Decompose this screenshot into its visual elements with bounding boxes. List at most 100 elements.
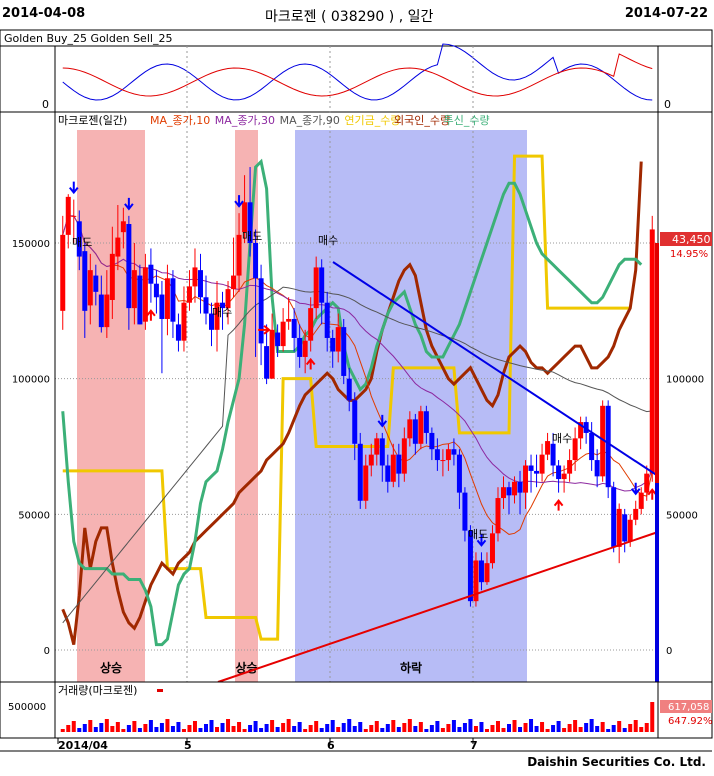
volume-bar: [402, 723, 407, 732]
signal-note: 매도: [468, 528, 488, 541]
volume-bar: [286, 719, 291, 732]
ma30-line: [62, 215, 653, 492]
volume-bar: [644, 723, 649, 732]
volume-bar: [391, 720, 396, 732]
candle-up: [231, 275, 237, 290]
zone-label-0: 상승: [100, 660, 122, 675]
sell-arrow: [234, 195, 244, 208]
candle-up: [523, 465, 529, 493]
candle-up: [539, 454, 545, 474]
candle-up: [286, 318, 292, 322]
candle-down: [346, 378, 352, 401]
candle-up: [214, 302, 220, 330]
candle-down: [434, 449, 440, 461]
volume-bar: [170, 726, 175, 732]
volume-bar: [314, 721, 319, 732]
volume-bar: [104, 719, 109, 732]
sell-arrow: [377, 414, 388, 428]
trust-line: [61, 158, 643, 647]
y-label-left: 0: [44, 646, 50, 657]
candle-up: [418, 411, 424, 444]
candle-down: [209, 313, 215, 330]
candle-up: [489, 533, 495, 564]
candle-up: [115, 237, 121, 257]
volume-bar: [137, 728, 142, 732]
volume-bar: [374, 721, 379, 732]
candle-up: [131, 270, 137, 309]
candle-down: [478, 560, 484, 583]
volume-bar: [484, 729, 489, 732]
candle-up: [71, 215, 77, 217]
candle-down: [330, 337, 336, 352]
volume-bar: [319, 728, 324, 732]
candle-down: [385, 465, 391, 482]
volume-bar: [110, 726, 115, 732]
legend-item: 외국인_수량: [394, 114, 450, 127]
candle-down: [291, 318, 297, 338]
legend-item: MA_종가,90: [280, 114, 340, 127]
volume-bar: [209, 720, 214, 732]
volume-bar: [622, 728, 627, 732]
volume-bar: [385, 724, 390, 732]
golden-zero-right: 0: [664, 98, 671, 111]
volume-bar: [639, 727, 644, 732]
volume-bar: [154, 727, 159, 732]
volume-bar: [418, 722, 423, 732]
candle-up: [600, 405, 606, 477]
volume-bar: [512, 720, 517, 732]
x-label: 7: [470, 739, 478, 752]
last-price: 43,450: [672, 233, 711, 246]
volume-bar: [518, 727, 523, 732]
candle-down: [297, 337, 303, 357]
candle-up: [545, 441, 551, 455]
volume-axis-label: 500000: [8, 702, 46, 713]
volume-bar: [457, 727, 462, 732]
moving-averages: [62, 215, 653, 624]
volume-bar: [66, 725, 71, 732]
volume-bar: [220, 723, 225, 732]
signal-note: 매수: [212, 306, 232, 319]
volume-bar: [237, 722, 242, 732]
zone-label-2: 하락: [400, 660, 422, 675]
volume-label: 거래량(마크로젠): [58, 684, 137, 697]
volume-bar: [77, 728, 82, 732]
volume-bar: [380, 728, 385, 732]
candle-down: [611, 487, 617, 547]
candle-up: [104, 294, 110, 328]
y-label-left: 50000: [18, 510, 50, 521]
candle-down: [153, 283, 159, 298]
candle-up: [313, 267, 319, 309]
candle-down: [534, 470, 540, 474]
buy-arrow: [146, 309, 156, 321]
volume-bar: [143, 724, 148, 732]
golden-lines: [62, 43, 653, 101]
volume-bar: [60, 729, 65, 732]
candle-up: [308, 308, 314, 341]
candle-up: [644, 473, 650, 493]
volume-bar: [473, 726, 478, 732]
volume-bar: [424, 729, 429, 732]
volume-bar: [148, 720, 153, 732]
candle-down: [220, 302, 226, 309]
buy-arrow: [305, 357, 316, 370]
candle-down: [175, 324, 181, 341]
candle-down: [622, 514, 628, 542]
golden-zero-left: 0: [42, 98, 49, 111]
y-label-right: 100000: [666, 375, 704, 386]
candle-up: [109, 253, 115, 300]
candle-down: [258, 278, 264, 344]
right-price-bar: [655, 243, 659, 483]
sell-arrow: [68, 181, 79, 195]
volume-bar: [82, 724, 87, 732]
last-volume-change: 647.92%: [668, 716, 713, 727]
candle-up: [633, 508, 639, 520]
volume-bar: [275, 727, 280, 732]
signal-note: 매도: [242, 230, 262, 243]
volume-bar: [363, 729, 368, 732]
volume-bar: [595, 726, 600, 732]
volume-bar: [281, 723, 286, 732]
last-volume: 617,058: [668, 702, 709, 713]
x-axis-labels: 2014/04 5 6 7: [57, 738, 478, 752]
